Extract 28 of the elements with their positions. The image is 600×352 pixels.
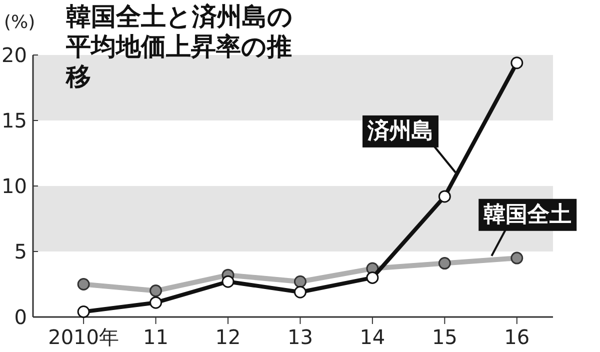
point bbox=[438, 257, 451, 270]
x-tick-label: 14 bbox=[360, 325, 386, 349]
point bbox=[366, 271, 379, 284]
y-axis-title: (%) bbox=[4, 12, 36, 33]
point bbox=[222, 275, 234, 288]
y-tick-label: 10 bbox=[2, 174, 27, 198]
x-tick-label: 11 bbox=[143, 325, 169, 349]
point bbox=[77, 306, 90, 318]
point bbox=[510, 252, 524, 264]
y-tick-label: 20 bbox=[2, 43, 27, 67]
point bbox=[510, 56, 524, 70]
x-tick-label: 12 bbox=[215, 325, 241, 349]
y-tick-label: 15 bbox=[2, 108, 27, 132]
y-tick-label: 5 bbox=[14, 240, 27, 264]
point bbox=[294, 286, 306, 298]
series-label: 韓国全土 bbox=[484, 202, 572, 228]
series-label: 済州島 bbox=[366, 118, 434, 144]
point bbox=[150, 284, 162, 298]
x-tick-label: 2010年 bbox=[48, 325, 120, 349]
point bbox=[77, 278, 90, 290]
point bbox=[150, 296, 162, 309]
x-tick-label: 15 bbox=[432, 325, 458, 349]
point bbox=[294, 275, 306, 288]
chart-title: 韓国全土と済州島の平均地価上昇率の推移 bbox=[65, 2, 293, 91]
x-tick-label: 16 bbox=[504, 325, 530, 349]
point bbox=[438, 190, 451, 203]
x-tick-label: 13 bbox=[287, 325, 313, 349]
y-tick-label: 0 bbox=[14, 305, 27, 329]
